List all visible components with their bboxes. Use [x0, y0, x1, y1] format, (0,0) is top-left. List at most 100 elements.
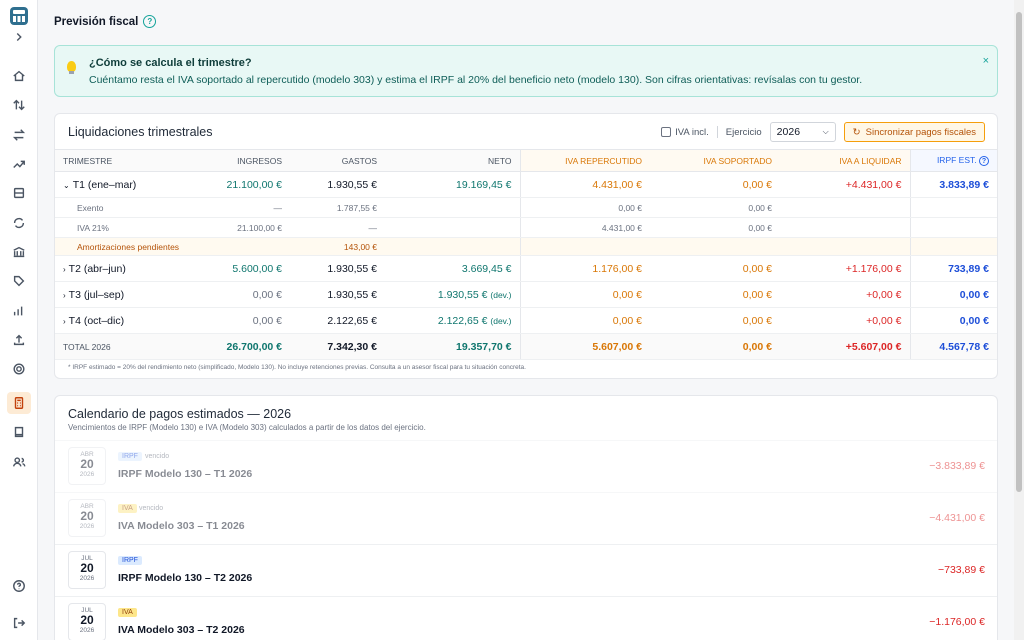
- cell-iva-rep: 5.607,00 €: [519, 333, 650, 360]
- logo-icon[interactable]: [10, 7, 28, 25]
- row-label[interactable]: › T4 (oct–dic): [55, 307, 195, 334]
- help-icon[interactable]: [7, 575, 31, 597]
- table-row-t3[interactable]: › T3 (jul–sep) 0,00 € 1.930,55 € 1.930,55…: [55, 281, 997, 308]
- row-label[interactable]: ⌄ T1 (ene–mar): [55, 171, 195, 198]
- cell-ingresos: 26.700,00 €: [195, 333, 290, 360]
- list-item[interactable]: JUL 20 2026 IVA IVA Modelo 303 – T2 2026…: [55, 596, 997, 640]
- payment-amount: −3.833,89 €: [929, 460, 985, 472]
- divider: [716, 126, 718, 138]
- cell-iva-rep: [519, 237, 650, 256]
- help-icon[interactable]: ?: [143, 15, 157, 28]
- col-neto: NETO: [385, 149, 520, 172]
- table-row-t2[interactable]: › T2 (abr–jun) 5.600,00 € 1.930,55 € 3.66…: [55, 255, 997, 282]
- payment-name: IVA Modelo 303 – T2 2026: [118, 624, 245, 636]
- cell-irpf: 0,00 €: [909, 281, 997, 308]
- cell-neto-value: 2.122,65 €: [437, 314, 488, 327]
- table-header: TRIMESTRE INGRESOS GASTOS NETO IVA REPER…: [55, 149, 997, 172]
- cell-irpf: [909, 197, 997, 218]
- col-iva-repercutido: IVA REPERCUTIDO: [519, 149, 650, 172]
- cell-neto: 19.169,45 €: [385, 171, 520, 198]
- page-title-text: Previsión fiscal: [54, 15, 139, 28]
- users-icon[interactable]: [7, 451, 31, 473]
- scrollbar[interactable]: [1014, 0, 1024, 640]
- sync-icon[interactable]: [7, 212, 31, 234]
- cell-iva-liq: +1.176,00 €: [780, 255, 910, 282]
- sidebar: [0, 0, 38, 640]
- database-icon[interactable]: [7, 182, 31, 204]
- cell-iva-liq: +0,00 €: [780, 307, 910, 334]
- sync-icon: ↻: [852, 126, 861, 138]
- calculator-icon[interactable]: [7, 392, 31, 414]
- cell-irpf: [909, 217, 997, 238]
- sync-fiscal-button[interactable]: ↻ Sincronizar pagos fiscales: [843, 122, 985, 142]
- table-row-exento: Exento — 1.787,55 € 0,00 € 0,00 €: [55, 197, 997, 218]
- row-label[interactable]: › T3 (jul–sep): [55, 281, 195, 308]
- chevron-right-icon[interactable]: ›: [63, 290, 66, 300]
- settings-icon[interactable]: [7, 358, 31, 380]
- info-banner-text: Cuéntamo resta el IVA soportado al reper…: [89, 74, 863, 86]
- row-label-text: T3 (jul–sep): [68, 288, 125, 301]
- chevron-right-icon[interactable]: ›: [63, 264, 66, 274]
- col-irpf-est: IRPF EST. ?: [909, 149, 997, 172]
- list-item[interactable]: ABR 20 2026 IVA vencido IVA Modelo 303 –…: [55, 492, 997, 544]
- cell-iva-rep: 1.176,00 €: [519, 255, 650, 282]
- upload-icon[interactable]: [7, 329, 31, 351]
- col-gastos: GASTOS: [290, 149, 385, 172]
- close-icon[interactable]: ×: [982, 55, 989, 67]
- table-row-t1[interactable]: ⌄ T1 (ene–mar) 21.100,00 € 1.930,55 € 19.…: [55, 171, 997, 198]
- chevron-right-icon[interactable]: ›: [63, 316, 66, 326]
- iva-incl-checkbox[interactable]: IVA incl.: [661, 127, 709, 138]
- scrollbar-thumb[interactable]: [1016, 12, 1022, 492]
- transactions-icon[interactable]: [7, 94, 31, 116]
- type-badge: IRPF: [118, 452, 142, 461]
- bank-icon[interactable]: [7, 241, 31, 263]
- cell-iva-liq: +0,00 €: [780, 281, 910, 308]
- sync-fiscal-label: Sincronizar pagos fiscales: [865, 126, 976, 138]
- list-item[interactable]: ABR 20 2026 IRPF vencido IRPF Modelo 130…: [55, 440, 997, 492]
- book-icon[interactable]: [7, 421, 31, 443]
- cell-ingresos: —: [195, 197, 290, 218]
- logout-icon[interactable]: [7, 612, 31, 634]
- list-item[interactable]: JUL 20 2026 IRPF IRPF Modelo 130 – T2 20…: [55, 544, 997, 596]
- help-icon[interactable]: ?: [979, 156, 989, 167]
- row-label: Amortizaciones pendientes: [55, 237, 195, 256]
- home-icon[interactable]: [7, 65, 31, 87]
- trend-icon[interactable]: [7, 153, 31, 175]
- liquidaciones-table: TRIMESTRE INGRESOS GASTOS NETO IVA REPER…: [55, 149, 997, 360]
- ejercicio-label: Ejercicio: [725, 126, 762, 138]
- date-month: JUL: [81, 607, 93, 614]
- chevron-down-icon[interactable]: ⌄: [63, 180, 70, 190]
- col-ingresos: INGRESOS: [195, 149, 290, 172]
- row-label[interactable]: › T2 (abr–jun): [55, 255, 195, 282]
- cell-iva-rep: 0,00 €: [519, 197, 650, 218]
- cell-iva-liq: +5.607,00 €: [780, 333, 910, 360]
- cell-iva-sop: 0,00 €: [650, 307, 780, 334]
- checkbox-icon[interactable]: [661, 127, 672, 137]
- chevron-down-icon: ⌵: [822, 127, 829, 136]
- table-row-t4[interactable]: › T4 (oct–dic) 0,00 € 2.122,65 € 2.122,65…: [55, 307, 997, 334]
- payment-name: IRPF Modelo 130 – T2 2026: [118, 572, 253, 584]
- date-year: 2026: [79, 471, 95, 478]
- cell-neto: 2.122,65 € (dev.): [385, 307, 520, 334]
- cell-neto-value: 1.930,55 €: [437, 288, 488, 301]
- tag-icon[interactable]: [7, 270, 31, 292]
- cell-iva-sop: 0,00 €: [650, 217, 780, 238]
- cell-iva-liq: +4.431,00 €: [780, 171, 910, 198]
- col-irpf-est-label: IRPF EST.: [936, 154, 977, 165]
- row-label-text: T4 (oct–dic): [68, 314, 125, 327]
- liquidaciones-controls: IVA incl. Ejercicio 2026 ⌵ ↻ Sincronizar…: [661, 122, 985, 142]
- cell-neto: 1.930,55 € (dev.): [385, 281, 520, 308]
- cell-iva-sop: 0,00 €: [650, 333, 780, 360]
- table-row-amortizaciones: Amortizaciones pendientes 143,00 €: [55, 237, 997, 256]
- info-banner-title: ¿Cómo se calcula el trimestre?: [89, 57, 252, 69]
- chart-icon[interactable]: [7, 300, 31, 322]
- type-badge: IRPF: [118, 556, 142, 565]
- cell-irpf: [909, 237, 997, 256]
- cell-irpf: 733,89 €: [909, 255, 997, 282]
- calendario-card: Calendario de pagos estimados — 2026 Ven…: [54, 395, 998, 640]
- cell-irpf: 0,00 €: [909, 307, 997, 334]
- transfer-icon[interactable]: [7, 124, 31, 146]
- ejercicio-select[interactable]: 2026 ⌵: [769, 122, 836, 142]
- date-month: ABR: [80, 503, 94, 510]
- expand-icon[interactable]: [7, 26, 31, 48]
